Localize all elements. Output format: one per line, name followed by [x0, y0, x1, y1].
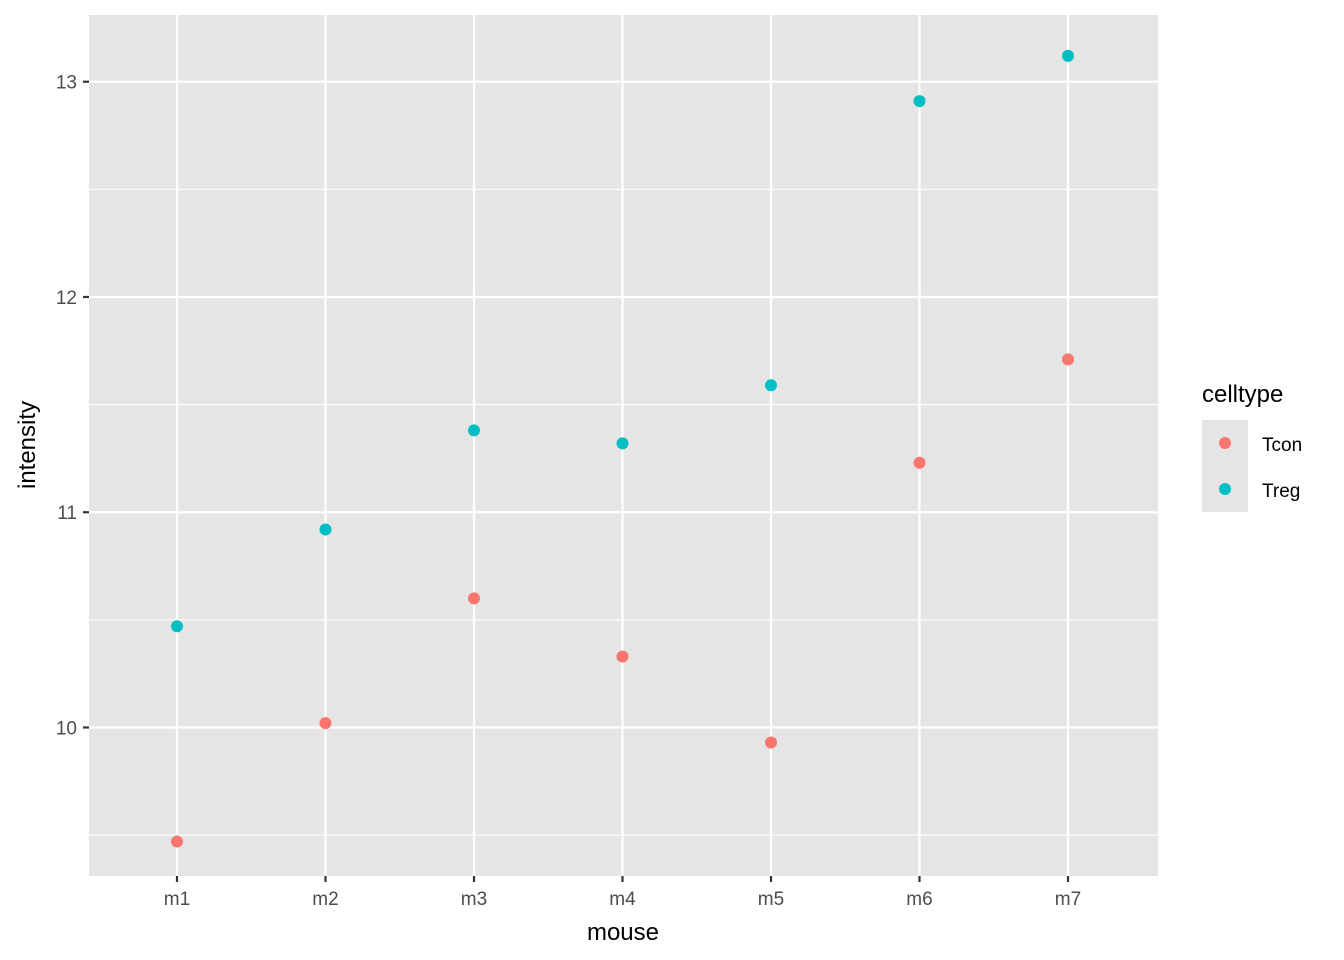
- x-tick-label: m7: [1055, 889, 1081, 910]
- data-point-tcon: [319, 717, 332, 730]
- y-tick-label: 12: [56, 288, 77, 309]
- y-axis: 10 11 12 13: [56, 73, 89, 739]
- data-point-tcon: [171, 835, 183, 848]
- x-axis-title: mouse: [587, 919, 659, 946]
- data-point-treg: [171, 620, 183, 633]
- data-point-tcon: [1062, 353, 1074, 366]
- legend-label-tcon: Tcon: [1262, 435, 1302, 456]
- data-point-tcon: [616, 650, 629, 663]
- x-tick-label: m5: [758, 889, 784, 910]
- x-axis: m1 m2 m3 m4 m5 m6 m7: [164, 876, 1081, 910]
- legend: celltype Tcon Treg: [1202, 381, 1302, 512]
- y-tick-label: 10: [56, 718, 77, 739]
- data-point-treg: [765, 379, 777, 392]
- x-tick-label: m1: [164, 889, 190, 910]
- data-point-tcon: [913, 456, 926, 469]
- legend-key-tcon: [1219, 437, 1231, 449]
- y-tick-label: 13: [56, 73, 77, 94]
- y-tick-label: 11: [57, 503, 77, 524]
- data-point-treg: [319, 523, 332, 536]
- x-tick-label: m2: [312, 889, 338, 910]
- legend-key-treg: [1219, 483, 1231, 495]
- data-point-treg: [616, 437, 629, 450]
- data-point-tcon: [765, 736, 777, 749]
- legend-label-treg: Treg: [1262, 481, 1300, 502]
- data-point-treg: [1062, 49, 1074, 62]
- legend-title: celltype: [1202, 381, 1283, 408]
- data-points: [171, 49, 1074, 848]
- major-gridlines: [89, 15, 1158, 876]
- data-point-treg: [468, 424, 480, 437]
- x-tick-label: m4: [609, 889, 636, 910]
- y-axis-title: intensity: [14, 401, 41, 489]
- x-tick-label: m6: [906, 889, 932, 910]
- data-point-treg: [913, 95, 926, 108]
- data-point-tcon: [468, 592, 480, 605]
- x-tick-label: m3: [461, 889, 487, 910]
